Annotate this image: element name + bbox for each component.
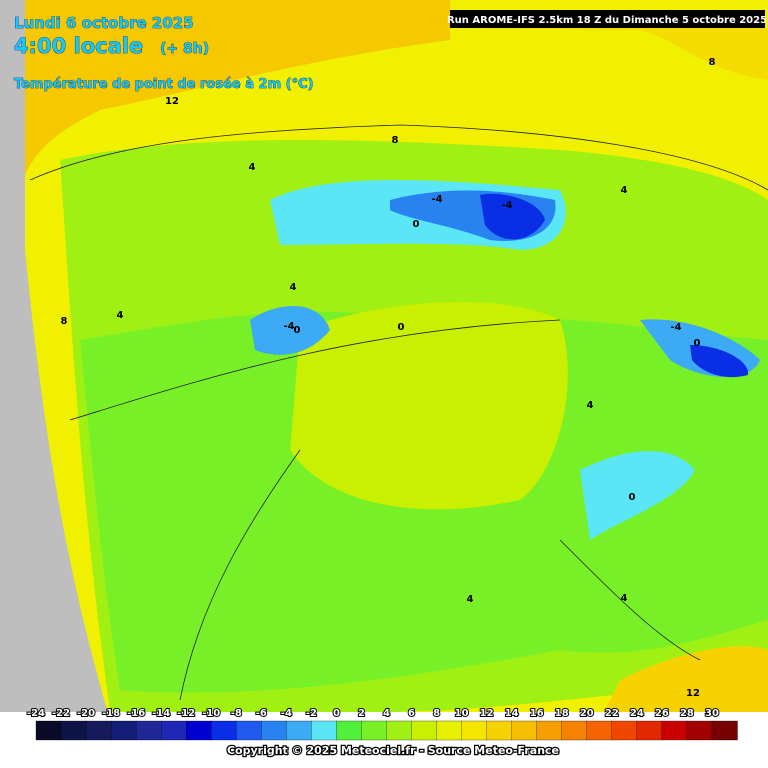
run-info: Run AROME-IFS 2.5km 18 Z du Dimanche 5 o… bbox=[447, 15, 767, 26]
legend-cell bbox=[386, 720, 413, 741]
cold-patch bbox=[250, 306, 330, 355]
run-box bbox=[450, 10, 765, 28]
legend-tick: 22 bbox=[605, 708, 619, 719]
legend-cell bbox=[561, 720, 588, 741]
date: Lundi 6 octobre 2025 bbox=[14, 14, 194, 32]
legend-tick: 14 bbox=[505, 708, 519, 719]
legend-cell bbox=[436, 720, 463, 741]
legend-cell bbox=[135, 720, 162, 741]
legend-tick: 28 bbox=[680, 708, 694, 719]
legend-tick: 24 bbox=[630, 708, 644, 719]
cold-patch bbox=[580, 451, 695, 540]
legend-tick: -24 bbox=[27, 708, 45, 719]
warm-zone bbox=[600, 646, 768, 720]
legend-cell bbox=[186, 720, 212, 741]
legend-tick: 0 bbox=[333, 708, 340, 719]
lead-time: (+ 8h) bbox=[160, 41, 209, 57]
time: 4:00 locale bbox=[14, 34, 143, 58]
legend-tick: -12 bbox=[177, 708, 195, 719]
warm-zone bbox=[450, 28, 768, 80]
legend-cell bbox=[35, 720, 62, 741]
contour-label: -4 bbox=[670, 322, 681, 333]
contour-label: 4 bbox=[587, 400, 594, 411]
legend-cell bbox=[536, 720, 563, 741]
copyright: Copyright © 2025 Meteociel.fr - Source M… bbox=[227, 744, 559, 757]
legend-tick: 8 bbox=[433, 708, 440, 719]
legend-tick: 20 bbox=[580, 708, 594, 719]
legend-tick: -20 bbox=[77, 708, 95, 719]
legend-cell bbox=[511, 720, 538, 741]
legend-cell bbox=[311, 720, 338, 741]
legend-cell bbox=[286, 720, 313, 741]
legend-tick: -16 bbox=[127, 708, 145, 719]
legend-tick: -8 bbox=[231, 708, 242, 719]
legend-tick: -2 bbox=[306, 708, 317, 719]
legend-cell bbox=[661, 720, 688, 741]
legend-cell bbox=[336, 720, 363, 741]
legend-cell bbox=[636, 720, 663, 741]
legend-tick: -18 bbox=[102, 708, 120, 719]
contour-label: 4 bbox=[621, 593, 628, 604]
legend-cell bbox=[211, 720, 237, 741]
contour-label: -4 bbox=[431, 194, 442, 205]
legend-tick: 6 bbox=[408, 708, 415, 719]
legend-cell bbox=[261, 720, 288, 741]
contour-label: 0 bbox=[294, 325, 301, 336]
legend-tick: 26 bbox=[655, 708, 669, 719]
legend-tick: 2 bbox=[358, 708, 365, 719]
legend-cell bbox=[586, 720, 613, 741]
legend-cell bbox=[686, 720, 713, 741]
contour-label: 0 bbox=[629, 492, 636, 503]
legend-cell bbox=[361, 720, 388, 741]
legend-tick: -6 bbox=[256, 708, 267, 719]
contour-label: 0 bbox=[694, 338, 701, 349]
contour-label: 4 bbox=[621, 185, 628, 196]
legend-tick: 16 bbox=[530, 708, 544, 719]
legend-cell bbox=[110, 720, 137, 741]
cold-patch bbox=[690, 345, 749, 378]
legend-cell bbox=[161, 720, 187, 741]
legend-cell bbox=[486, 720, 513, 741]
legend-tick: 18 bbox=[555, 708, 569, 719]
legend-cell bbox=[85, 720, 112, 741]
legend-cell bbox=[711, 720, 738, 741]
contour-label: 12 bbox=[165, 96, 179, 107]
contour-label: 4 bbox=[117, 310, 124, 321]
contour-label: 0 bbox=[398, 322, 405, 333]
contour-label: 8 bbox=[61, 316, 68, 327]
contour-label: 4 bbox=[249, 162, 256, 173]
contour-label: 8 bbox=[392, 135, 399, 146]
contour-label: 4 bbox=[290, 282, 297, 293]
contour-line bbox=[29, 124, 768, 701]
legend-tick: 10 bbox=[455, 708, 469, 719]
outside-domain bbox=[0, 0, 110, 720]
legend-tick: -4 bbox=[281, 708, 292, 719]
legend-tick: -14 bbox=[152, 708, 170, 719]
contour-label: -4 bbox=[283, 321, 294, 332]
legend-cell bbox=[461, 720, 488, 741]
legend-tick: 4 bbox=[383, 708, 390, 719]
contour-label: 0 bbox=[413, 219, 420, 230]
contour-label: -4 bbox=[501, 200, 512, 211]
variable: Température de point de rosée à 2m (°C) bbox=[14, 77, 314, 92]
legend-tick: -10 bbox=[202, 708, 220, 719]
dry-zone bbox=[290, 301, 568, 510]
legend-cell bbox=[611, 720, 638, 741]
legend-tick: 30 bbox=[705, 708, 719, 719]
legend-tick: 12 bbox=[480, 708, 494, 719]
legend-tick: -22 bbox=[52, 708, 70, 719]
contour-label: 8 bbox=[709, 57, 716, 68]
legend-cell bbox=[236, 720, 262, 741]
legend-cell bbox=[411, 720, 438, 741]
legend-cell bbox=[60, 720, 87, 741]
warm-zone bbox=[0, 0, 450, 190]
contour-label: 12 bbox=[686, 688, 700, 699]
contour-label: 4 bbox=[467, 594, 474, 605]
cold-patch bbox=[480, 193, 545, 240]
